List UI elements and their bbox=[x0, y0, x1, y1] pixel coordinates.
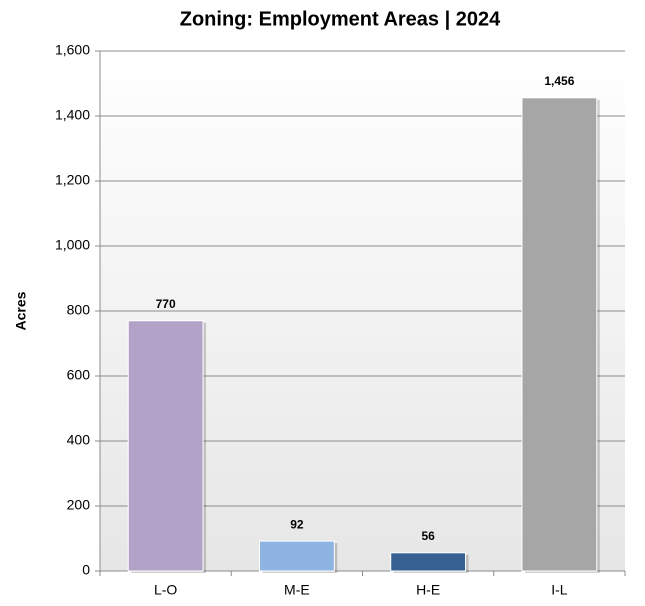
x-tick-label: L-O bbox=[154, 582, 177, 598]
y-tick-label: 200 bbox=[67, 497, 91, 513]
value-label: 92 bbox=[290, 517, 304, 531]
value-label: 56 bbox=[421, 529, 435, 543]
y-tick-label: 1,000 bbox=[55, 237, 90, 253]
y-tick-label: 0 bbox=[82, 562, 90, 578]
y-tick-label: 600 bbox=[67, 367, 91, 383]
x-tick-label: M-E bbox=[284, 582, 310, 598]
bar bbox=[521, 97, 598, 572]
y-tick-label: 800 bbox=[67, 302, 91, 318]
x-tick-label: I-L bbox=[551, 582, 568, 598]
y-tick-label: 400 bbox=[67, 432, 91, 448]
x-tick-label: H-E bbox=[416, 582, 440, 598]
bar bbox=[258, 540, 335, 572]
bar bbox=[390, 552, 467, 572]
y-axis-label: Acres bbox=[13, 291, 29, 330]
y-tick-label: 1,600 bbox=[55, 42, 90, 58]
y-tick-label: 1,200 bbox=[55, 172, 90, 188]
chart-title: Zoning: Employment Areas | 2024 bbox=[180, 8, 501, 30]
value-label: 1,456 bbox=[544, 74, 574, 88]
bar bbox=[127, 320, 204, 572]
value-label: 770 bbox=[156, 297, 176, 311]
y-tick-label: 1,400 bbox=[55, 107, 90, 123]
